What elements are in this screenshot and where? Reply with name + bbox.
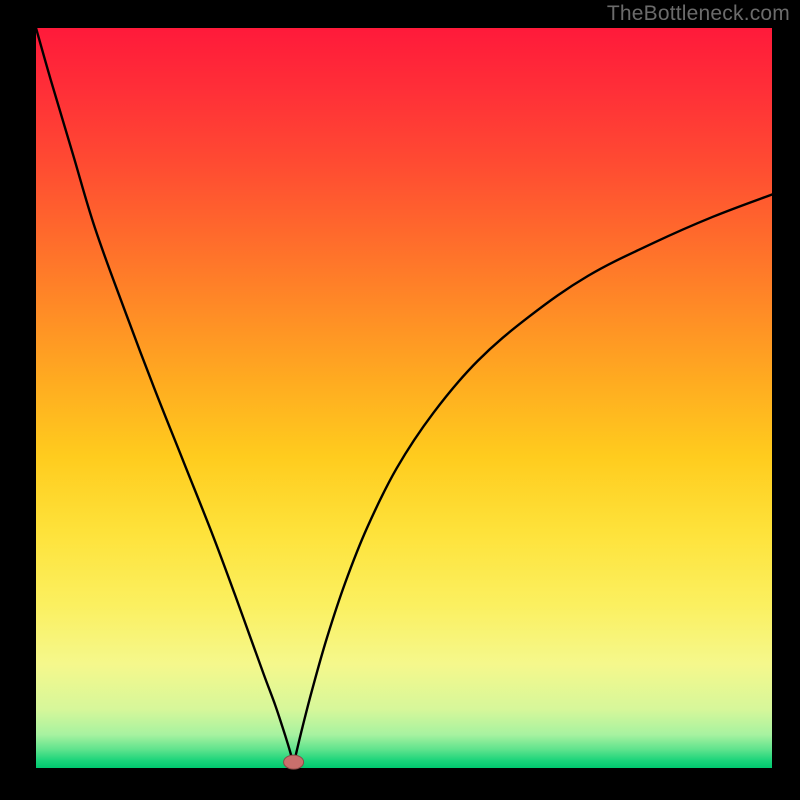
chart-container: TheBottleneck.com xyxy=(0,0,800,800)
bottleneck-chart xyxy=(0,0,800,800)
watermark-text: TheBottleneck.com xyxy=(607,2,790,26)
plot-background xyxy=(36,28,772,768)
optimum-marker xyxy=(284,755,304,769)
